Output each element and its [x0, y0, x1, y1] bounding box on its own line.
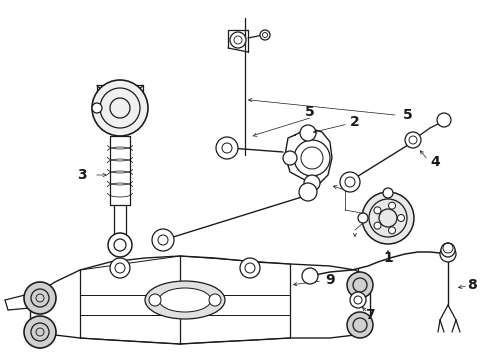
Circle shape [149, 294, 161, 306]
Text: 5: 5 [305, 105, 315, 119]
Circle shape [230, 32, 246, 48]
Circle shape [374, 207, 381, 214]
Circle shape [24, 316, 56, 348]
Circle shape [92, 80, 148, 136]
Circle shape [304, 175, 320, 191]
Circle shape [300, 125, 316, 141]
Circle shape [152, 229, 174, 251]
Circle shape [362, 192, 414, 244]
Text: 9: 9 [325, 273, 335, 287]
Text: 7: 7 [365, 308, 375, 322]
Circle shape [347, 272, 373, 298]
Text: 2: 2 [350, 115, 360, 129]
Text: 8: 8 [467, 278, 477, 292]
Circle shape [374, 222, 381, 229]
Circle shape [389, 202, 395, 209]
Circle shape [347, 312, 373, 338]
Text: 4: 4 [430, 155, 440, 169]
Text: 6: 6 [375, 203, 385, 217]
Circle shape [358, 213, 368, 223]
Circle shape [437, 113, 451, 127]
Text: 5: 5 [403, 108, 413, 122]
Circle shape [260, 30, 270, 40]
Ellipse shape [159, 288, 211, 312]
Circle shape [302, 268, 318, 284]
Text: 1: 1 [383, 251, 393, 265]
Circle shape [350, 292, 366, 308]
Text: 3: 3 [77, 168, 87, 182]
Circle shape [389, 227, 395, 234]
Circle shape [440, 246, 456, 262]
Circle shape [240, 258, 260, 278]
Circle shape [441, 243, 455, 257]
Circle shape [340, 172, 360, 192]
Circle shape [383, 188, 393, 198]
Circle shape [283, 151, 297, 165]
Ellipse shape [145, 281, 225, 319]
Circle shape [108, 233, 132, 257]
Circle shape [299, 183, 317, 201]
Circle shape [397, 215, 405, 221]
Circle shape [24, 282, 56, 314]
Circle shape [209, 294, 221, 306]
Circle shape [110, 258, 130, 278]
Circle shape [216, 137, 238, 159]
Circle shape [405, 132, 421, 148]
Circle shape [92, 103, 102, 113]
